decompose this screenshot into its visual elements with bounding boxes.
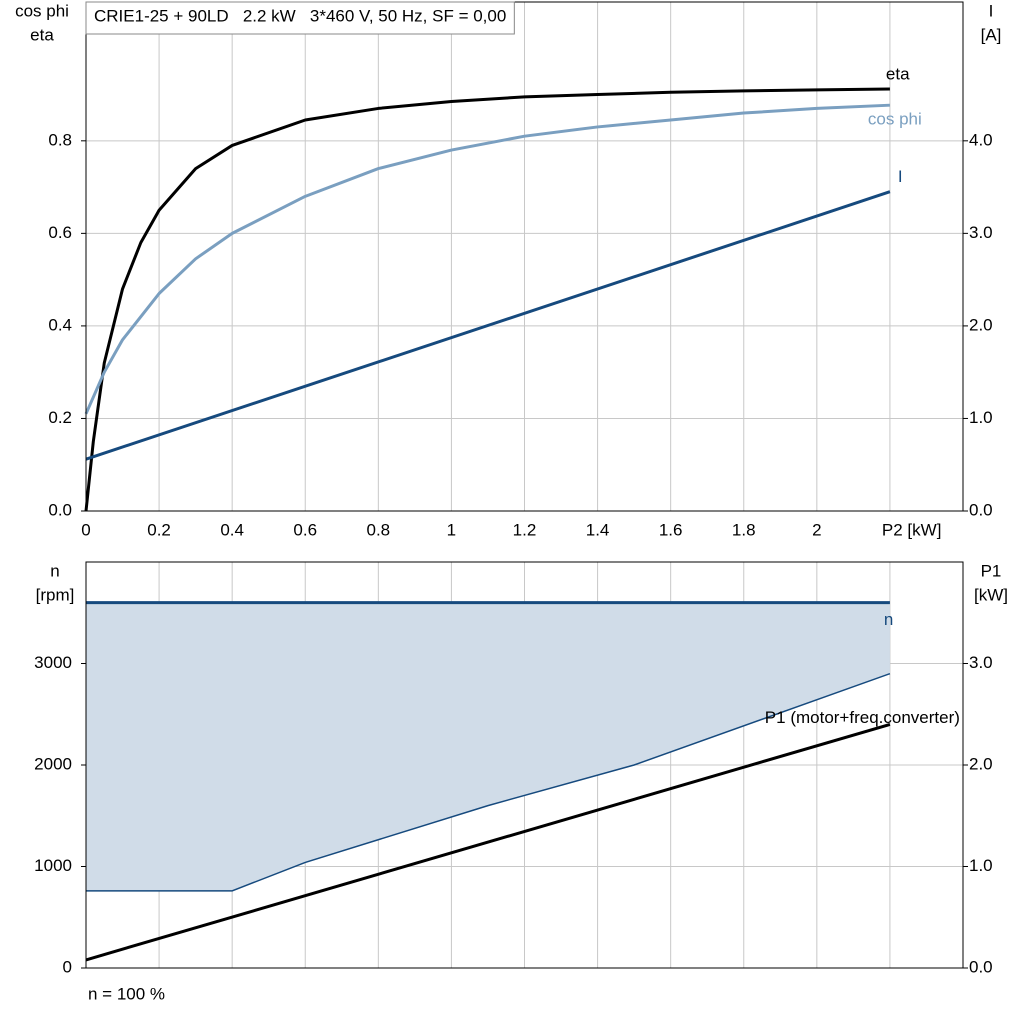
range-area [86,602,890,891]
title-box [85,1,515,35]
y-tick-label: 2000 [34,754,72,773]
x-tick-label: 1 [447,520,456,539]
series-label: n [884,610,893,629]
y2-axis-label: [kW] [974,585,1008,604]
y-axis-label: cos phi [15,1,69,20]
x-tick-label: 0.2 [147,520,171,539]
y2-tick-label: 2.0 [969,315,993,334]
y2-tick-label: 0.0 [969,957,993,976]
y-axis-label: [rpm] [36,585,75,604]
range-min-line [86,672,891,892]
plot-frame [85,1,964,512]
series-line [84,87,890,512]
y-tick-label: 0.0 [48,500,72,519]
y2-tick-label: 2.0 [969,754,993,773]
series-label: cos phi [868,110,922,129]
x-tick-label: 2 [812,520,821,539]
note: n = 100 % [88,984,165,1003]
x-tick-label: 1.6 [659,520,683,539]
chart-title: CRIE1-25 + 90LD 2.2 kW 3*460 V, 50 Hz, S… [94,6,506,25]
series-label: I [898,167,903,186]
y-tick-label: 0.2 [48,408,72,427]
series-line [85,190,891,461]
y2-tick-label: 1.0 [969,408,993,427]
y-tick-label: 0 [63,957,72,976]
y2-axis-label: I [989,1,994,20]
y-axis-label: n [50,561,59,580]
plot-frame [85,561,964,969]
y2-tick-label: 1.0 [969,856,993,875]
x-tick-label: 0.6 [293,520,317,539]
x-tick-label: 1.4 [586,520,610,539]
x-tick-label: 1.8 [732,520,756,539]
y2-tick-label: 3.0 [969,653,993,672]
x-tick-label: 1.2 [513,520,537,539]
y2-tick-label: 4.0 [969,130,993,149]
series-line [85,722,891,962]
y-tick-label: 1000 [34,856,72,875]
y-tick-label: 0.8 [48,130,72,149]
y-tick-label: 0.6 [48,223,72,242]
y2-axis-label: P1 [981,561,1002,580]
x-tick-label: 0 [81,520,90,539]
series-label: P1 (motor+freq.converter) [765,708,960,727]
x-tick-label: P2 [kW] [882,520,942,539]
series-label: eta [886,64,910,83]
x-tick-label: 0.4 [220,520,244,539]
x-tick-label: 0.8 [367,520,391,539]
y-axis-label: eta [30,25,54,44]
y-tick-label: 3000 [34,653,72,672]
y2-tick-label: 0.0 [969,500,993,519]
series-line [84,103,890,415]
y2-axis-label: [A] [981,25,1002,44]
y2-tick-label: 3.0 [969,223,993,242]
y-tick-label: 0.4 [48,315,72,334]
